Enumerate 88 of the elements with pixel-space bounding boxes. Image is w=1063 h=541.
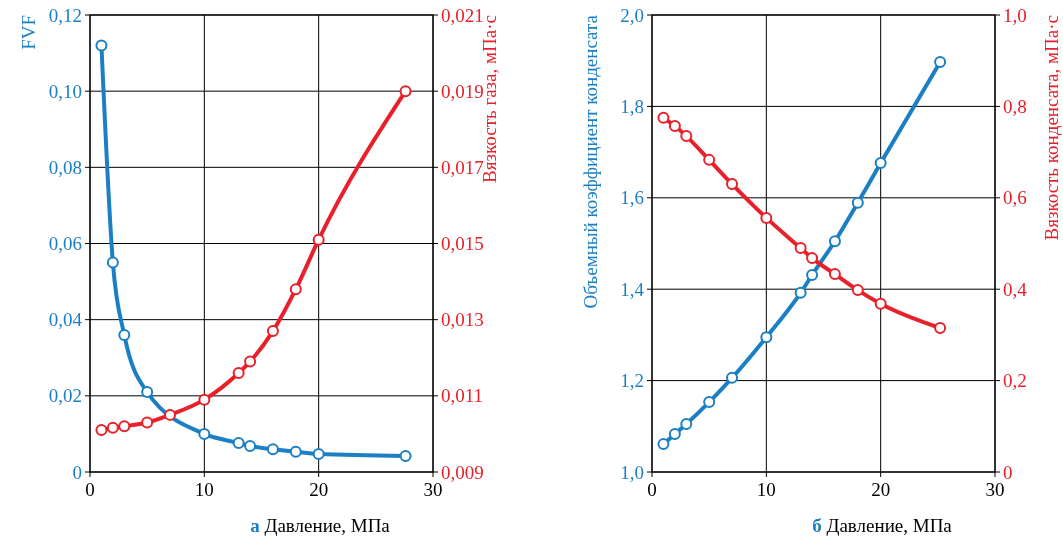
point: [874, 157, 887, 170]
y-tick-label: 1,2: [620, 370, 644, 392]
point: [851, 284, 864, 297]
text: б: [812, 515, 827, 536]
x-tick-label: 0: [647, 479, 657, 500]
y-tick-label: 0,08: [48, 156, 82, 178]
y2-axis-title: Вязкость конденсата, мПа·с: [1040, 15, 1062, 241]
y-tick-label: 0: [72, 461, 82, 483]
x-tick-label: 30: [985, 479, 1005, 500]
point: [680, 418, 693, 431]
point: [141, 386, 154, 399]
point: [198, 427, 211, 440]
point: [828, 235, 841, 248]
point: [806, 252, 819, 265]
point: [141, 416, 154, 429]
x-tick-label: 10: [756, 479, 776, 500]
point: [828, 268, 841, 281]
point: [95, 39, 108, 52]
point: [934, 322, 947, 335]
y-tick-label: 1,8: [620, 96, 644, 118]
y-tick-label: 0,04: [48, 309, 83, 331]
y2-tick-label: 0,2: [1003, 370, 1027, 392]
y2-tick-label: 0,8: [1003, 96, 1027, 118]
point: [289, 283, 302, 296]
point: [399, 85, 412, 98]
point: [399, 450, 412, 463]
y2-tick-label: 1,0: [1003, 4, 1027, 26]
point: [760, 331, 773, 344]
y-tick-label: 1,4: [620, 278, 645, 300]
y-tick-label: 2,0: [620, 4, 644, 26]
y-tick-label: 0,02: [48, 385, 82, 407]
y2-tick-label: 0,011: [441, 385, 484, 407]
point: [680, 130, 693, 143]
x-axis-title: Давление, МПа: [826, 515, 953, 536]
y-tick-label: 1,0: [620, 461, 644, 483]
point: [289, 445, 302, 458]
point: [232, 366, 245, 379]
point: [851, 196, 864, 209]
point: [266, 443, 279, 456]
y-tick-label: 0,12: [48, 4, 82, 26]
y2-tick-label: 0,6: [1003, 187, 1027, 209]
y2-tick-label: 0,013: [441, 309, 484, 331]
point: [312, 233, 325, 246]
point: [794, 286, 807, 299]
y2-tick-label: 0,019: [441, 80, 484, 102]
point: [668, 428, 681, 441]
y-tick-label: 0,10: [48, 80, 82, 102]
point: [794, 242, 807, 255]
point: [198, 393, 211, 406]
x-tick-label: 20: [871, 479, 891, 500]
point: [760, 211, 773, 224]
y-axis-title: Объемный коэффициент конденсата: [579, 14, 601, 309]
point: [806, 269, 819, 282]
y-tick-label: 0,06: [48, 233, 82, 255]
point: [726, 178, 739, 191]
point: [244, 440, 257, 453]
point: [703, 153, 716, 166]
point: [874, 297, 887, 310]
point: [726, 371, 739, 384]
point: [312, 448, 325, 461]
x-axis-title: Давление, МПа: [264, 515, 391, 536]
y2-tick-label: 0,017: [441, 156, 484, 178]
x-tick-label: 0: [85, 479, 95, 500]
y2-tick-label: 0,021: [441, 4, 484, 26]
y-tick-label: 1,6: [620, 187, 644, 209]
point: [934, 56, 947, 69]
y2-tick-label: 0,009: [441, 461, 484, 483]
x-tick-label: 20: [309, 479, 329, 500]
y-axis-title: FVF: [17, 15, 39, 50]
y2-tick-label: 0,015: [441, 233, 484, 255]
text: а: [250, 515, 265, 536]
point: [118, 420, 131, 433]
point: [118, 328, 131, 341]
point: [95, 424, 108, 437]
point: [703, 396, 716, 409]
point: [657, 438, 670, 451]
point: [657, 111, 670, 124]
y2-tick-label: 0: [1003, 461, 1013, 483]
x-tick-label: 10: [194, 479, 214, 500]
point: [164, 408, 177, 421]
point: [244, 355, 257, 368]
x-tick-label: 30: [423, 479, 443, 500]
point: [106, 256, 119, 269]
point: [668, 120, 681, 133]
point: [232, 437, 245, 450]
point: [106, 421, 119, 434]
y2-tick-label: 0,4: [1003, 278, 1028, 300]
point: [266, 325, 279, 338]
